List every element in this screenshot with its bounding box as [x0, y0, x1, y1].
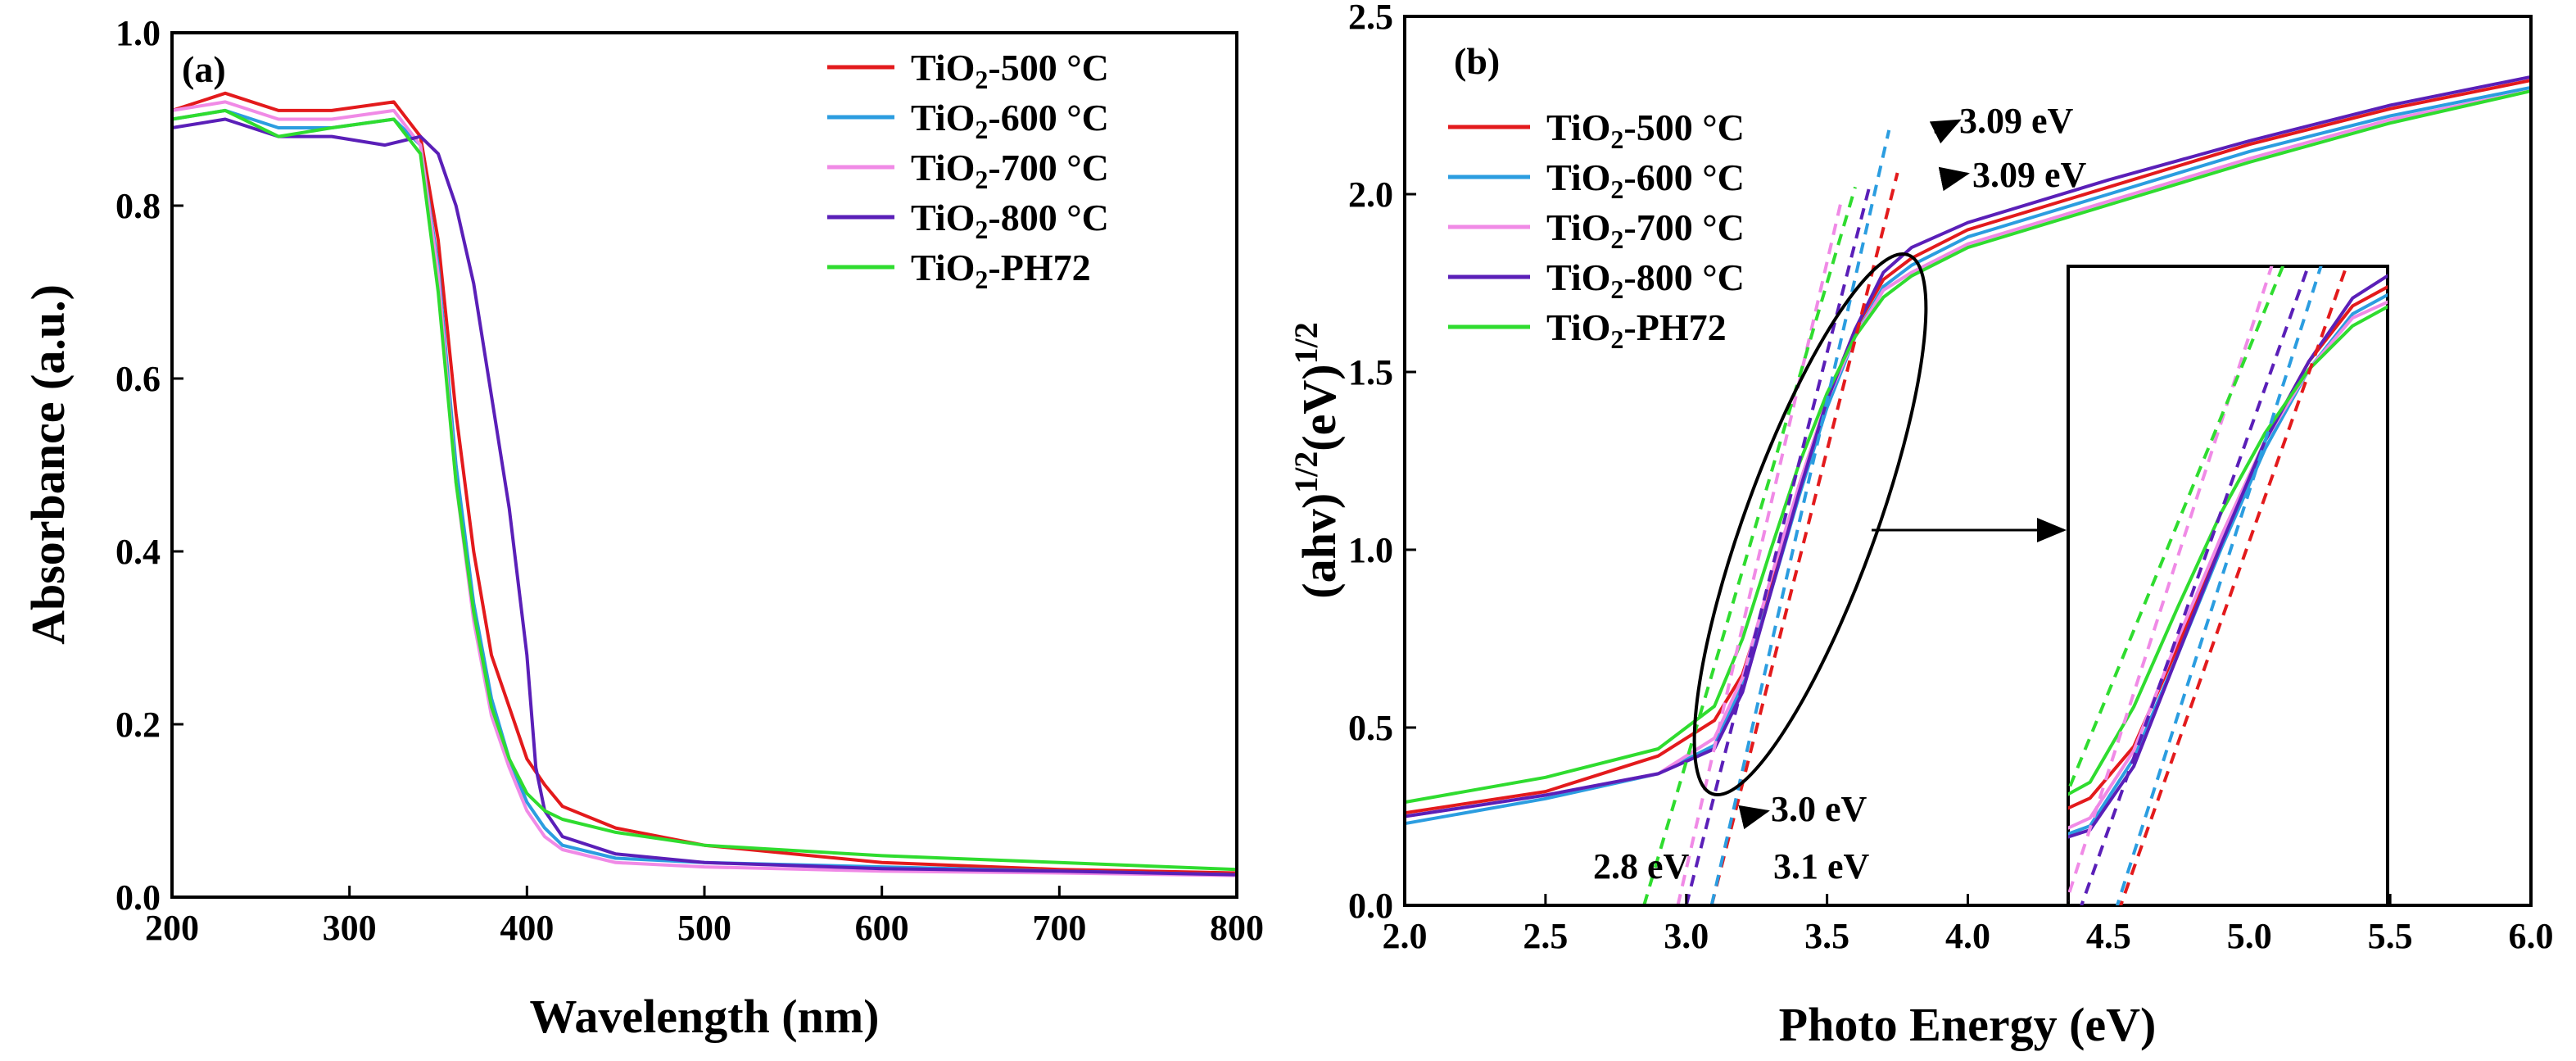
panel-a-y-axis-title: Absorbance (a.u.)	[21, 284, 75, 645]
panel-b-x-tick-label: 4.5	[2086, 916, 2131, 956]
y-title-sup-2: 1/2	[1288, 322, 1324, 364]
panel-b-x-tick-label: 4.0	[1945, 916, 1990, 956]
panel-a-x-tick-label: 600	[855, 908, 909, 948]
panel-a-series-tio2-ph72	[171, 108, 1238, 872]
panel-b-ticks: 2.0 2.5 3.0 3.5 4.0 4.5 5.0 5.5 6.0 0.0 0.5 1.0 1.5 2…	[1348, 0, 2554, 956]
panel-a-x-tick-label: 300	[323, 908, 377, 948]
panel-b-y-tick-label: 1.5	[1348, 352, 1393, 392]
panel-b-tangent-tio2-ph72	[1642, 186, 1857, 906]
panel-a-x-tick-label: 700	[1032, 908, 1086, 948]
panel-a-x-tick-label: 500	[677, 908, 731, 948]
y-title-ahv: (ahv)	[1293, 493, 1346, 599]
panel-b-y-tick-label: 2.0	[1348, 175, 1393, 215]
panel-b-y-tick-label: 2.5	[1348, 0, 1393, 37]
inset-lines	[2068, 266, 2388, 905]
panel-a-legend-label-tio2-ph72: TiO2-PH72	[911, 247, 1091, 294]
inset-tangent-tio2-700-c	[2068, 266, 2274, 902]
panel-b-y-axis-title: (ahv)1/2(eV)1/2	[1288, 322, 1347, 598]
panel-b-inset	[2067, 265, 2389, 907]
panel-a-plot-lines	[171, 91, 1238, 877]
panel-b-x-tick-label: 3.0	[1664, 916, 1709, 956]
annot-2-8-ev: 2.8 eV	[1593, 846, 1690, 886]
panel-a-x-tick-label: 200	[145, 908, 199, 948]
highlight-ellipse	[1692, 252, 1928, 797]
panel-a-x-tick-label: 800	[1210, 908, 1264, 948]
panel-b-legend-label-tio2-500-c: TiO2-500 °C	[1546, 107, 1745, 154]
inset-tangent-tio2-ph72	[2068, 266, 2285, 796]
panel-a-legend-label-tio2-600-c: TiO2-600 °C	[911, 97, 1109, 144]
panel-a-y-tick-label: 0.4	[115, 532, 161, 572]
panel-b-x-tick-label: 5.5	[2368, 916, 2413, 956]
panel-b-x-tick-label: 3.5	[1804, 916, 1849, 956]
panel-b-y-tick-label: 0.0	[1348, 886, 1393, 926]
panel-b-x-tick-label: 6.0	[2509, 916, 2554, 956]
panel-b-legend-label-tio2-700-c: TiO2-700 °C	[1546, 206, 1745, 254]
panel-b-tangent-tio2-800-c	[1684, 186, 1872, 906]
panel-a-y-tick-label: 0.2	[115, 705, 161, 745]
panel-a-legend-label-tio2-800-c: TiO2-800 °C	[911, 197, 1109, 244]
panel-a-series-tio2-800-c	[171, 117, 1238, 877]
panel-b-legend-label-tio2-800-c: TiO2-800 °C	[1546, 256, 1745, 304]
panel-b-tangent-tio2-600-c	[1709, 129, 1891, 906]
panel-a-y-tick-label: 1.0	[115, 13, 161, 53]
panel-a-series-tio2-700-c	[171, 100, 1238, 877]
y-title-ev: (eV)	[1293, 364, 1346, 451]
inset-tangent-tio2-500-c	[2119, 266, 2348, 905]
panel-b-y-tick-label: 1.0	[1348, 530, 1393, 570]
panel-a-x-axis-title: Wavelength (nm)	[530, 990, 880, 1043]
panel-a-y-tick-label: 0.8	[115, 186, 161, 226]
inset-series-tio2-ph72	[2068, 305, 2388, 796]
panel-a-legend-label-tio2-500-c: TiO2-500 °C	[911, 47, 1109, 94]
panel-a-chart: 200 300 400 500 600 700 8000.00.20.40.60.81.0 …	[21, 13, 1264, 1043]
annot-3-0-ev: 3.0 eV	[1771, 789, 1867, 829]
panel-a-y-tick-label: 0.0	[115, 877, 161, 918]
panel-b-legend-label-tio2-ph72: TiO2-PH72	[1546, 306, 1727, 354]
panel-b-chart: 2.0 2.5 3.0 3.5 4.0 4.5 5.0 5.5 6.0 0.0 0.5 1.0 1.5 2…	[1288, 0, 2554, 1051]
panel-a-legend-label-tio2-700-c: TiO2-700 °C	[911, 147, 1109, 194]
panel-a-x-tick-label: 400	[500, 908, 554, 948]
panel-a-label: (a)	[182, 48, 226, 90]
panel-a-y-tick-label: 0.6	[115, 359, 161, 399]
panel-b-x-tick-label: 2.5	[1523, 916, 1568, 956]
y-title-sup-1: 1/2	[1288, 451, 1324, 493]
panel-b-x-tick-label: 5.0	[2227, 916, 2272, 956]
inset-series-tio2-700-c	[2068, 300, 2388, 830]
annot-arrow-3	[1738, 805, 1770, 830]
annot-3-09-ev-top: 3.09 eV	[1959, 101, 2074, 141]
panel-b-x-tick-label: 2.0	[1383, 916, 1428, 956]
inset-tangent-tio2-800-c	[2080, 266, 2311, 905]
inset-frame	[2067, 265, 2389, 907]
panel-b-label: (b)	[1454, 40, 1500, 82]
panel-b-x-axis-title: Photo Energy (eV)	[1779, 998, 2157, 1051]
annot-3-09-ev-second: 3.09 eV	[1972, 155, 2087, 195]
panel-b-y-tick-label: 0.5	[1348, 708, 1393, 748]
annot-arrow-2	[1938, 166, 1970, 192]
panel-a-ticks: 200 300 400 500 600 700 800 0.0 0.2 0.4 0.6 0.8 1.0	[115, 13, 1264, 948]
panel-b-series-tio2-ph72	[1404, 89, 2532, 805]
inset-tangent-tio2-600-c	[2115, 266, 2323, 905]
annot-arrow-1	[1929, 119, 1962, 144]
annot-3-1-ev: 3.1 eV	[1773, 846, 1870, 886]
inset-series-tio2-600-c	[2068, 292, 2388, 836]
panel-b-legend-label-tio2-600-c: TiO2-600 °C	[1546, 156, 1745, 204]
panel-b-plot-lines	[1404, 75, 2532, 906]
